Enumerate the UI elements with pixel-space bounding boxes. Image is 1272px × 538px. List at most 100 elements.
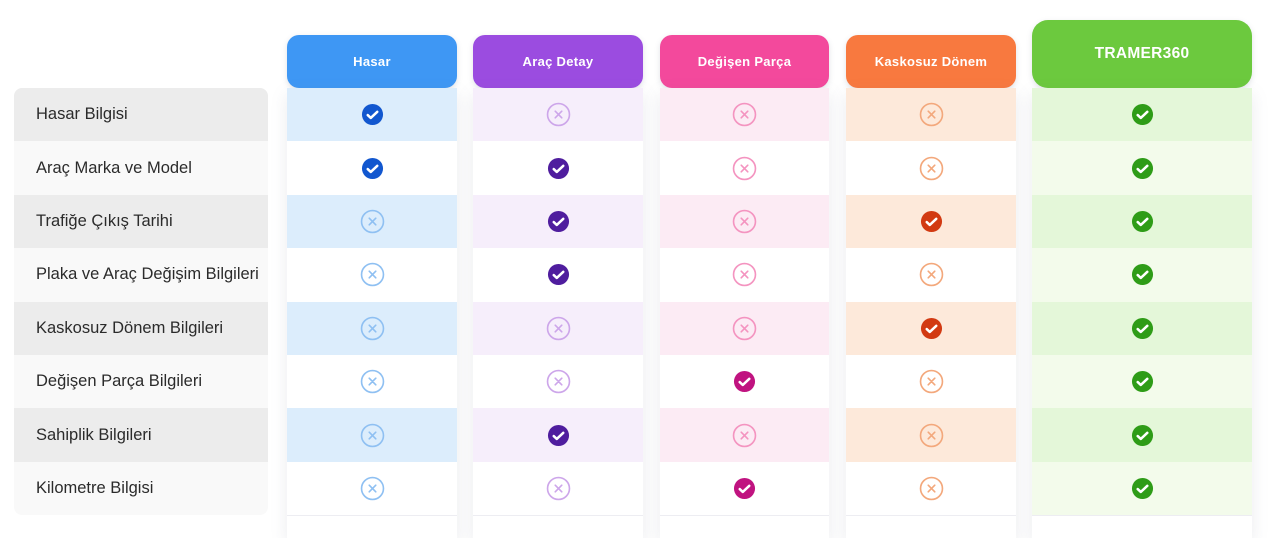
- feature-label: Plaka ve Araç Değişim Bilgileri: [36, 265, 259, 284]
- x-circle-icon: [360, 423, 385, 448]
- x-circle-icon: [360, 316, 385, 341]
- check-circle-icon: [1131, 477, 1154, 500]
- feature-label: Hasar Bilgisi: [36, 105, 128, 124]
- feature-label: Sahiplik Bilgileri: [36, 425, 152, 444]
- check-circle-icon: [547, 210, 570, 233]
- feature-label: Değişen Parça Bilgileri: [36, 372, 202, 391]
- check-circle-icon: [547, 263, 570, 286]
- column-strip-tramer360: [1032, 88, 1252, 538]
- cell-hasar-row2: [287, 141, 457, 195]
- cell-tramer360-row2: [1032, 141, 1252, 195]
- check-circle-icon: [361, 103, 384, 126]
- x-circle-icon: [732, 156, 757, 181]
- cell-kaskosuz-donem-row1: [846, 88, 1016, 142]
- check-circle-icon: [733, 477, 756, 500]
- feature-label: Kaskosuz Dönem Bilgileri: [36, 318, 224, 337]
- x-circle-icon: [732, 262, 757, 287]
- check-circle-icon: [1131, 157, 1154, 180]
- column-strip-hasar: [287, 88, 457, 538]
- cell-tramer360-row5: [1032, 301, 1252, 355]
- x-circle-icon: [546, 102, 571, 127]
- cell-kaskosuz-donem-row3: [846, 194, 1016, 249]
- column-strip-kaskosuz-donem: [846, 88, 1016, 538]
- feature-label-row: Sahiplik Bilgileri: [14, 408, 268, 462]
- partial-row-hasar: [287, 515, 457, 538]
- feature-label-row: Değişen Parça Bilgileri: [14, 354, 268, 409]
- x-circle-icon: [732, 209, 757, 234]
- cell-kaskosuz-donem-row6: [846, 354, 1016, 409]
- feature-label: Araç Marka ve Model: [36, 158, 192, 177]
- check-circle-icon: [1131, 370, 1154, 393]
- x-circle-icon: [732, 102, 757, 127]
- cell-hasar-row7: [287, 408, 457, 462]
- cell-kaskosuz-donem-row5: [846, 301, 1016, 355]
- column-strip-arac-detay: [473, 88, 643, 538]
- cell-tramer360-row6: [1032, 354, 1252, 409]
- check-circle-icon: [547, 157, 570, 180]
- column-kaskosuz-donem: Kaskosuz Dönem: [846, 0, 1016, 538]
- partial-row-arac-detay: [473, 515, 643, 538]
- column-header-hasar: Hasar: [287, 35, 457, 88]
- check-circle-icon: [1131, 210, 1154, 233]
- cell-arac-detay-row2: [473, 141, 643, 195]
- cell-degisen-parca-row3: [660, 194, 829, 249]
- cell-arac-detay-row4: [473, 248, 643, 302]
- feature-label-row: Kaskosuz Dönem Bilgileri: [14, 301, 268, 355]
- check-circle-icon: [1131, 424, 1154, 447]
- cell-hasar-row4: [287, 248, 457, 302]
- x-circle-icon: [919, 102, 944, 127]
- feature-label-row: Plaka ve Araç Değişim Bilgileri: [14, 248, 268, 302]
- check-circle-icon: [361, 157, 384, 180]
- x-circle-icon: [919, 262, 944, 287]
- column-tramer360: TRAMER360: [1032, 0, 1252, 538]
- partial-row-tramer360: [1032, 515, 1252, 538]
- cell-tramer360-row1: [1032, 88, 1252, 142]
- cell-tramer360-row3: [1032, 194, 1252, 249]
- x-circle-icon: [919, 369, 944, 394]
- cell-degisen-parca-row8: [660, 461, 829, 516]
- x-circle-icon: [360, 369, 385, 394]
- cell-tramer360-row4: [1032, 248, 1252, 302]
- cell-degisen-parca-row7: [660, 408, 829, 462]
- cell-kaskosuz-donem-row7: [846, 408, 1016, 462]
- feature-label: Trafiğe Çıkış Tarihi: [36, 211, 173, 230]
- column-hasar: Hasar: [287, 0, 457, 538]
- cell-hasar-row5: [287, 301, 457, 355]
- column-degisen-parca: Değişen Parça: [660, 0, 829, 538]
- x-circle-icon: [360, 476, 385, 501]
- cell-kaskosuz-donem-row2: [846, 141, 1016, 195]
- cell-degisen-parca-row4: [660, 248, 829, 302]
- column-header-degisen-parca: Değişen Parça: [660, 35, 829, 88]
- cell-hasar-row1: [287, 88, 457, 142]
- cell-hasar-row3: [287, 194, 457, 249]
- column-header-kaskosuz-donem: Kaskosuz Dönem: [846, 35, 1016, 88]
- check-circle-icon: [920, 317, 943, 340]
- cell-degisen-parca-row1: [660, 88, 829, 142]
- x-circle-icon: [546, 316, 571, 341]
- check-circle-icon: [547, 424, 570, 447]
- column-header-tramer360: TRAMER360: [1032, 20, 1252, 88]
- cell-tramer360-row8: [1032, 461, 1252, 516]
- partial-row-kaskosuz-donem: [846, 515, 1016, 538]
- check-circle-icon: [920, 210, 943, 233]
- x-circle-icon: [732, 423, 757, 448]
- x-circle-icon: [919, 423, 944, 448]
- check-circle-icon: [733, 370, 756, 393]
- column-header-arac-detay: Araç Detay: [473, 35, 643, 88]
- cell-degisen-parca-row6: [660, 354, 829, 409]
- feature-label: Kilometre Bilgisi: [36, 478, 154, 497]
- check-circle-icon: [1131, 263, 1154, 286]
- x-circle-icon: [546, 476, 571, 501]
- partial-row-degisen-parca: [660, 515, 829, 538]
- x-circle-icon: [732, 316, 757, 341]
- x-circle-icon: [919, 156, 944, 181]
- cell-tramer360-row7: [1032, 408, 1252, 462]
- cell-kaskosuz-donem-row8: [846, 461, 1016, 516]
- x-circle-icon: [360, 209, 385, 234]
- cell-hasar-row6: [287, 354, 457, 409]
- cell-kaskosuz-donem-row4: [846, 248, 1016, 302]
- cell-arac-detay-row3: [473, 194, 643, 249]
- check-circle-icon: [1131, 317, 1154, 340]
- cell-arac-detay-row7: [473, 408, 643, 462]
- feature-labels-column: Hasar Bilgisi Araç Marka ve Model Trafiğe …: [14, 88, 268, 516]
